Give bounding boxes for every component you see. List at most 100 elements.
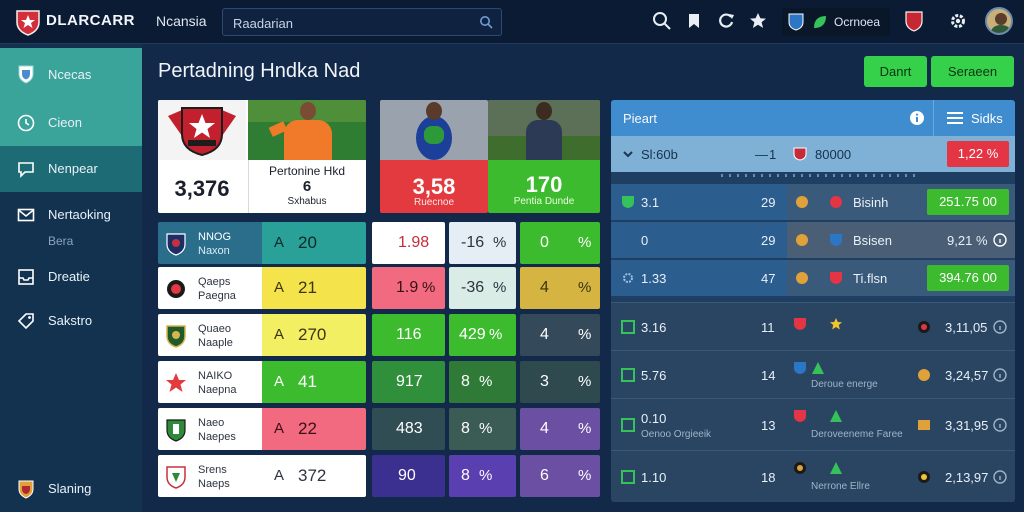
sidebar-item-label: Sakstro — [48, 313, 93, 328]
sidebar-item-label: Nenpear — [48, 161, 98, 176]
list-value: 2,13,97 — [945, 470, 989, 485]
team-crest-icon — [794, 410, 806, 422]
search-input[interactable] — [233, 13, 473, 33]
stat-value: 1.98 — [398, 234, 430, 251]
search-icon[interactable] — [652, 11, 672, 31]
summary-label: Sl:60b — [641, 147, 678, 162]
team-row[interactable]: Srens Naeps A 372 — [158, 455, 366, 497]
standings-row[interactable]: 1.33 47 Ti.flsn 394.76 00 — [611, 260, 1015, 296]
info-icon[interactable] — [993, 418, 1007, 432]
list-item[interactable]: 1.10 18 Nerrone Ellre 2,13,97 — [611, 450, 1015, 502]
refresh-icon[interactable] — [716, 11, 736, 31]
team-row[interactable]: Quaeo Naaple A 270 — [158, 314, 366, 356]
sidebar-item-dreatie[interactable]: Dreatie — [0, 254, 142, 300]
stat-cell[interactable]: 8% — [449, 408, 516, 450]
player-card-2[interactable]: 3,58 Ruecnoe — [380, 100, 488, 213]
stat-value: 90 — [398, 467, 416, 484]
card-value: 3,376 — [174, 176, 230, 201]
stat-value: 429 — [459, 326, 486, 343]
stat-unit: % — [479, 373, 493, 390]
search-icon[interactable] — [479, 15, 493, 29]
list-item[interactable]: 0.10 Oenoo Orgieeik 13 Deroveeneme Faree… — [611, 398, 1015, 450]
team-crest-icon — [793, 147, 807, 161]
primary-button[interactable]: Danrt — [864, 56, 927, 87]
stat-value: 483 — [396, 420, 423, 437]
info-icon[interactable] — [993, 233, 1007, 247]
sidebar-item-slaning[interactable]: Slaning — [0, 466, 142, 512]
gear-icon[interactable] — [948, 11, 968, 31]
sidebar-item-label: Nertaoking — [48, 207, 111, 222]
sidebar-item-ncecas[interactable]: Ncecas — [0, 48, 142, 100]
sidebar-item-nertaoking[interactable]: Nertaoking — [0, 192, 142, 238]
stat-cell[interactable]: 4% — [520, 267, 600, 309]
stat-value: 4 — [540, 420, 549, 437]
stat-cell[interactable]: 4% — [520, 408, 600, 450]
team-crest-icon[interactable] — [904, 10, 924, 32]
stat-unit: % — [578, 420, 592, 437]
team-crest-icon — [918, 321, 930, 333]
team-row[interactable]: Naeo Naepes A 22 — [158, 408, 366, 450]
standings-row[interactable]: 0 29 Bsisen 9,21 % — [611, 222, 1015, 258]
stat-value: 3 — [540, 373, 549, 390]
summary-row[interactable]: Sl:60b — 1 80000 1,22 % — [611, 136, 1015, 172]
team-name: Naeo — [198, 417, 225, 429]
search-box[interactable] — [222, 8, 502, 36]
stat-cell[interactable]: 116 — [372, 314, 445, 356]
stat-value: 8 — [461, 420, 470, 437]
bookmark-icon[interactable] — [684, 11, 704, 31]
sidebar-footer-label: Slaning — [48, 481, 92, 496]
secondary-button[interactable]: Seraeen — [931, 56, 1014, 87]
sidebar-item-cieon[interactable]: Cieon — [0, 100, 142, 146]
team-row[interactable]: NNOG Naxon A 20 — [158, 222, 366, 264]
stat-cell[interactable]: 1.9% — [372, 267, 445, 309]
club-crest-logo[interactable] — [14, 8, 42, 36]
panel-menu-label[interactable]: Sidks — [971, 111, 1003, 126]
menu-icon[interactable] — [947, 111, 963, 125]
stat-cell[interactable]: -36% — [449, 267, 516, 309]
list-value: 3,11,05 — [945, 320, 988, 335]
standings-panel: Pieart Sidks Sl:60b — 1 80000 1,22 % 3.1… — [611, 100, 1015, 502]
stat-cell[interactable]: 483 — [372, 408, 445, 450]
settings-icon — [623, 273, 633, 283]
nav-label[interactable]: Ncansia — [156, 13, 207, 29]
team-row[interactable]: NAIKO Naepna A 41 — [158, 361, 366, 403]
sidebar-item-sakstro[interactable]: Sakstro — [0, 298, 142, 344]
player-card-3[interactable]: 170 Pentia Dunde — [488, 100, 600, 213]
league-selector[interactable]: Ocrnoea — [782, 8, 890, 36]
stat-cell[interactable]: -16% — [449, 222, 516, 264]
team-row[interactable]: Qaeps Paegna A 21 — [158, 267, 366, 309]
sidebar-item-label: Cieon — [48, 115, 82, 130]
info-icon[interactable] — [993, 470, 1007, 484]
info-icon[interactable] — [909, 110, 925, 126]
shield-icon — [621, 368, 635, 382]
stat-cell[interactable]: 4% — [520, 314, 600, 356]
app-brand: DLARCARR — [46, 12, 135, 29]
stat-cell[interactable]: 3% — [520, 361, 600, 403]
club-crest-icon — [168, 107, 236, 156]
stat-cell[interactable]: 1.98 — [372, 222, 445, 264]
list-number: 14 — [761, 368, 776, 383]
avatar[interactable] — [985, 7, 1013, 35]
stat-cell[interactable]: 90 — [372, 455, 445, 497]
sidebar-item-nenpear[interactable]: Nenpear — [0, 146, 142, 192]
sidebar: Ncecas Cieon Nenpear Nertaoking Bera Dre… — [0, 44, 142, 512]
team-crest-icon — [794, 318, 806, 330]
stat-cell[interactable]: 429% — [449, 314, 516, 356]
info-icon[interactable] — [993, 368, 1007, 382]
list-item[interactable]: 3.16 11 3,11,05 — [611, 302, 1015, 350]
player-card-1[interactable]: 3,376 Pertonine Hkd 6 Sxhabus — [158, 100, 366, 213]
star-icon[interactable] — [748, 11, 768, 31]
stat-cell[interactable]: 8% — [449, 455, 516, 497]
info-icon[interactable] — [993, 320, 1007, 334]
team-crest-icon — [830, 272, 842, 284]
stat-value: 8 — [461, 467, 470, 484]
stat-cell[interactable]: 8% — [449, 361, 516, 403]
stat-cell[interactable]: 6% — [520, 455, 600, 497]
stat-cell[interactable]: 917 — [372, 361, 445, 403]
team-crest-icon — [796, 272, 808, 284]
list-item[interactable]: 5.76 14 Deroue energe 3,24,57 — [611, 350, 1015, 398]
row-team-name: Bisinh — [853, 195, 889, 210]
chevron-down-icon[interactable] — [621, 147, 635, 161]
stat-cell[interactable]: 0% — [520, 222, 600, 264]
standings-row[interactable]: 3.1 29 Bisinh 251.75 00 — [611, 184, 1015, 220]
